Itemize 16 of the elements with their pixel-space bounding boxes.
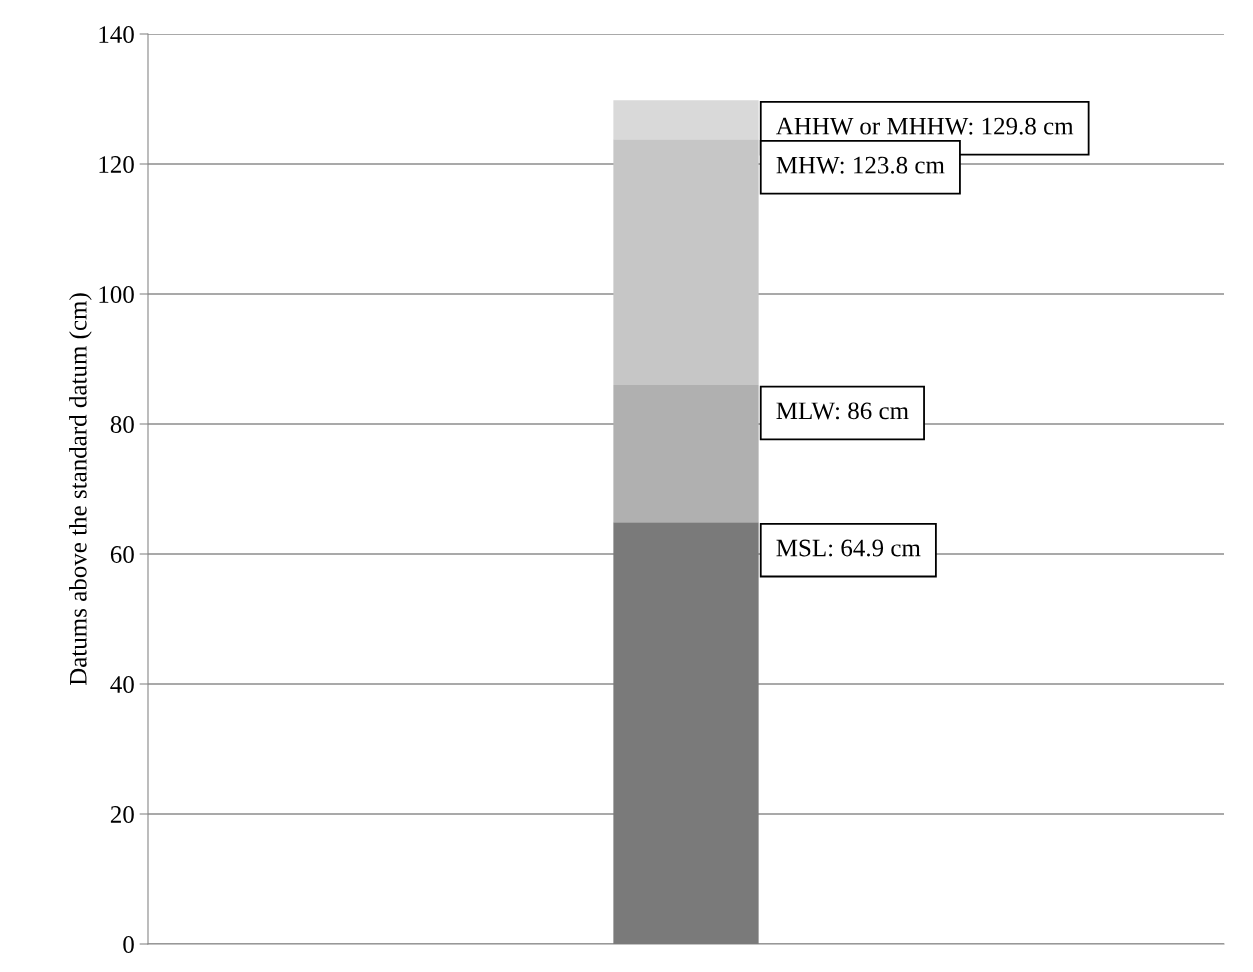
- y-axis-title: Datums above the standard datum (cm): [69, 293, 92, 686]
- annotation: AHHW or MHHW: 129.8 cm: [775, 117, 1074, 135]
- y-tick-label: 20: [110, 806, 134, 823]
- annotation: MSL: 64.9 cm: [776, 539, 921, 557]
- annotation: MLW: 86 cm: [776, 402, 909, 420]
- y-tick-label: 0: [123, 936, 134, 953]
- bar: [613, 522, 759, 944]
- y-tick-label: 60: [110, 546, 134, 563]
- y-tick-label: 140: [99, 26, 134, 43]
- y-tick-label: 120: [99, 156, 134, 173]
- y-tick-label: 100: [99, 286, 134, 303]
- y-tick-label: 80: [110, 416, 134, 433]
- bar: [613, 139, 759, 385]
- bar: [613, 385, 759, 523]
- y-tick-label: 40: [110, 676, 134, 693]
- annotation: MHW: 123.8 cm: [776, 156, 945, 174]
